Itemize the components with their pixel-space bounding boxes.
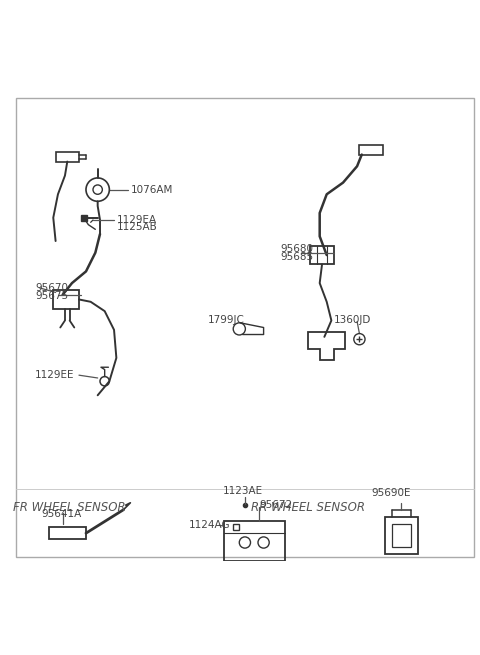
Text: 1123AE: 1123AE (223, 486, 263, 496)
Text: FR WHEEL SENSOR: FR WHEEL SENSOR (13, 501, 126, 514)
Text: 1129EA: 1129EA (116, 215, 156, 225)
Text: 1124AG: 1124AG (189, 520, 230, 530)
Text: 1360JD: 1360JD (334, 316, 371, 326)
Text: 95641A: 95641A (42, 510, 82, 519)
Text: 95685: 95685 (280, 252, 313, 263)
Text: 1129EE: 1129EE (35, 370, 74, 380)
Text: 1076AM: 1076AM (131, 185, 173, 195)
Text: 95690E: 95690E (371, 489, 410, 498)
Text: 95672: 95672 (259, 500, 292, 510)
Text: 95670: 95670 (36, 283, 69, 293)
Text: 1125AB: 1125AB (116, 222, 157, 232)
Text: 95680: 95680 (280, 244, 313, 254)
Text: 95675: 95675 (36, 291, 69, 301)
Text: RR WHEEL SENSOR: RR WHEEL SENSOR (251, 501, 365, 514)
Text: 1799JC: 1799JC (207, 316, 244, 326)
